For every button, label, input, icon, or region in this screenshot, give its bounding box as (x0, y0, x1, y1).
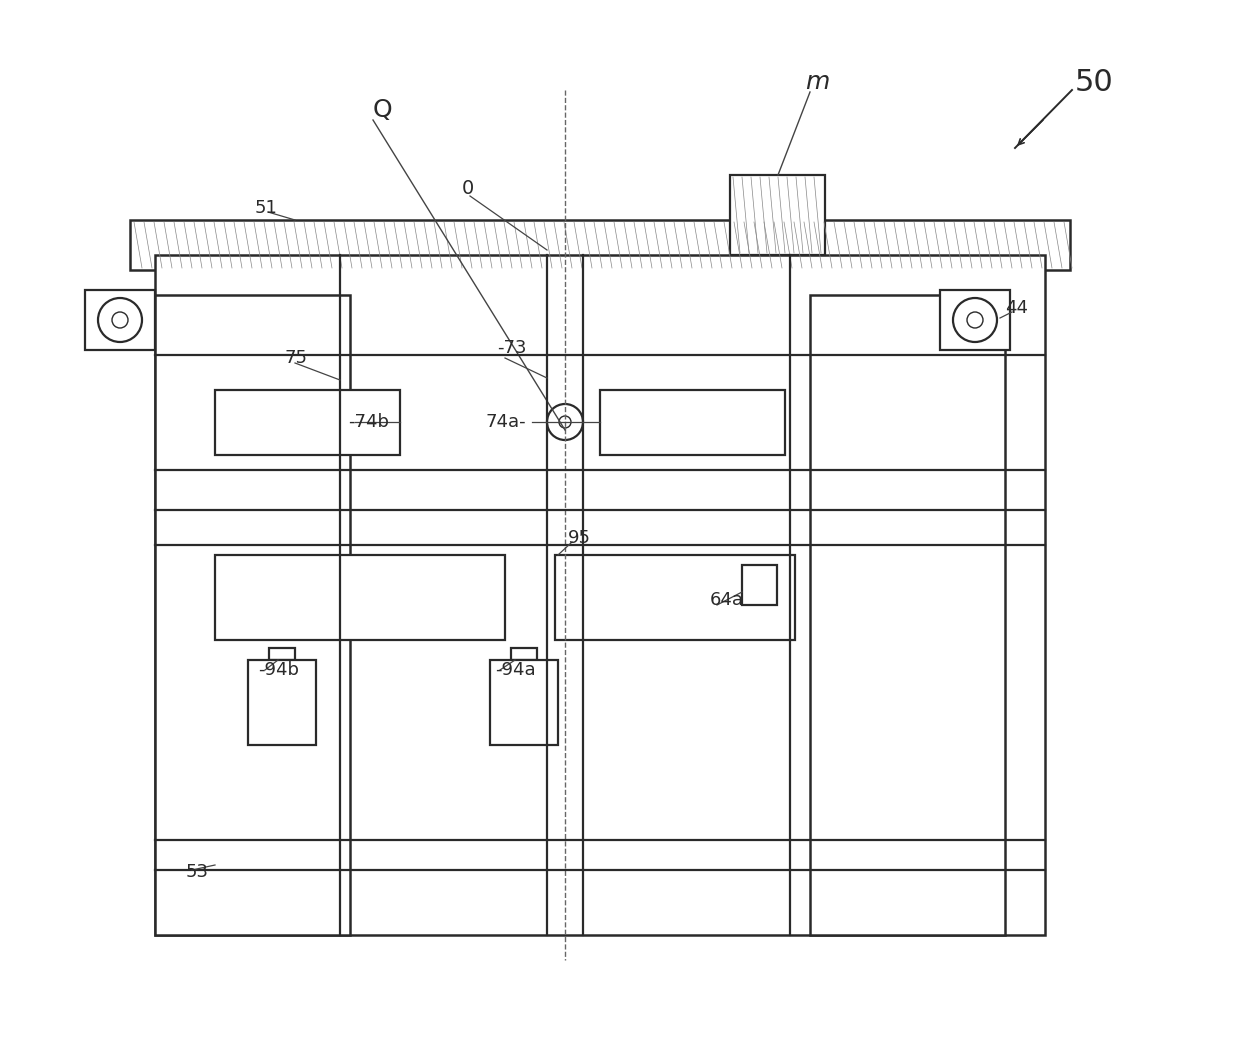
Circle shape (954, 298, 997, 342)
Text: 53: 53 (186, 863, 210, 881)
Text: 50: 50 (1075, 68, 1114, 97)
Bar (742, 565, 777, 605)
Text: 75: 75 (284, 349, 308, 367)
Circle shape (98, 298, 143, 342)
Bar (940, 290, 1011, 350)
Text: -94a: -94a (495, 661, 536, 679)
Bar (215, 390, 401, 456)
Text: 51: 51 (255, 199, 278, 217)
Bar (810, 295, 1004, 935)
Bar (490, 660, 558, 745)
Text: 0: 0 (463, 179, 474, 198)
Text: 95: 95 (568, 529, 591, 547)
Circle shape (547, 404, 583, 440)
Bar (248, 660, 316, 745)
Bar (511, 648, 537, 660)
Bar (130, 220, 1070, 270)
Text: 64a: 64a (711, 591, 744, 609)
Bar (730, 175, 825, 255)
Bar (269, 648, 295, 660)
Circle shape (559, 416, 570, 428)
Text: 74a-: 74a- (485, 413, 526, 431)
Text: -73: -73 (497, 339, 527, 357)
Text: -94b: -94b (258, 661, 299, 679)
Text: 44: 44 (1004, 300, 1028, 317)
Circle shape (967, 312, 983, 328)
Text: Q: Q (373, 98, 393, 122)
Bar (600, 390, 785, 456)
Bar (556, 555, 795, 640)
Bar (215, 555, 505, 640)
Text: -74b: -74b (348, 413, 389, 431)
Text: m: m (805, 70, 830, 94)
Bar (155, 295, 350, 935)
Bar (86, 290, 155, 350)
Bar (155, 255, 1045, 935)
Circle shape (112, 312, 128, 328)
